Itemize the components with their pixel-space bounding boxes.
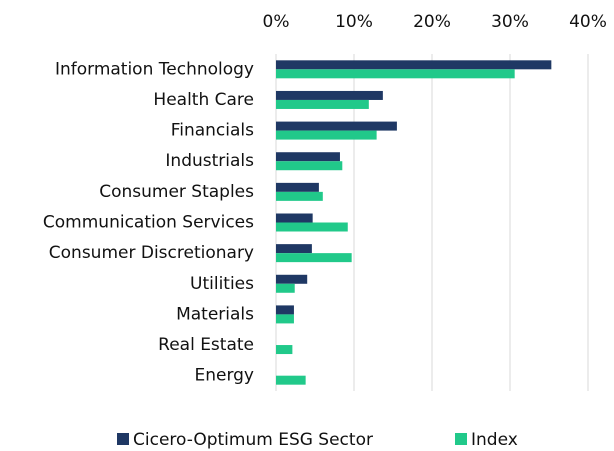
y-tick-label: Information Technology (55, 59, 254, 79)
y-tick-label: Materials (176, 304, 254, 324)
y-tick-label: Real Estate (158, 335, 254, 355)
bar (276, 130, 377, 140)
legend-swatch (117, 433, 129, 445)
bar (276, 90, 383, 100)
y-tick-label: Communication Services (43, 213, 254, 233)
x-tick-label: 0% (263, 12, 290, 32)
bar (276, 314, 294, 324)
x-tick-label: 10% (335, 12, 373, 32)
legend-swatch (455, 433, 467, 445)
bar (276, 375, 306, 385)
x-tick-label: 30% (491, 12, 529, 32)
bar (276, 191, 323, 201)
bar (276, 283, 295, 293)
x-tick-label: 40% (569, 12, 607, 32)
legend-label: Index (471, 430, 518, 450)
bar (276, 99, 369, 109)
y-tick-label: Financials (171, 121, 254, 141)
y-tick-label: Industrials (165, 151, 254, 171)
bar (276, 345, 293, 355)
x-tick-label: 20% (413, 12, 451, 32)
bar (276, 60, 552, 70)
bar (276, 305, 294, 315)
bar (276, 152, 340, 162)
y-tick-label: Energy (194, 366, 254, 386)
bar (276, 213, 313, 223)
bar (276, 121, 397, 131)
y-tick-label: Health Care (153, 90, 254, 110)
bar (276, 161, 343, 171)
y-tick-label: Utilities (190, 274, 254, 294)
bar (276, 182, 319, 192)
bar (276, 274, 308, 284)
bar (276, 253, 352, 263)
y-tick-label: Consumer Staples (99, 182, 254, 202)
bar (276, 222, 348, 232)
legend-label: Cicero-Optimum ESG Sector (133, 430, 373, 450)
bar (276, 244, 312, 254)
bar (276, 69, 515, 79)
y-tick-label: Consumer Discretionary (49, 243, 254, 263)
